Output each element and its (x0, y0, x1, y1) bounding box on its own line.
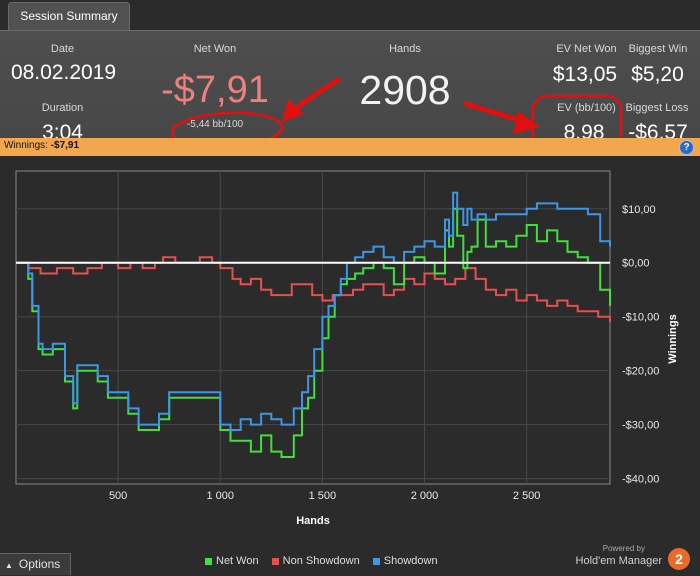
biggest-loss-label: Biggest Loss (625, 102, 689, 114)
x-tick-label: 2 000 (411, 490, 439, 502)
net-won-value: -$7,91 (161, 69, 269, 111)
legend-label-net-won: Net Won (216, 555, 259, 567)
legend-label-showdown: Showdown (383, 555, 438, 567)
y-tick-label: $10,00 (622, 204, 656, 216)
brand-name: Hold'em Manager (575, 555, 662, 567)
tab-bar: Session Summary (0, 0, 700, 31)
biggest-win-value: $5,20 (631, 63, 684, 86)
plot-area (15, 170, 611, 485)
winnings-chart: $10,00 $0,00 -$10,00 -$20,00 -$30,00 -$40,00 5… (15, 170, 679, 527)
options-label: Options (18, 557, 61, 571)
legend-item-net-won: Net Won (205, 555, 264, 567)
hands-value: 2908 (359, 67, 451, 113)
help-icon[interactable]: ? (679, 140, 694, 155)
winnings-bar: Winnings: -$7,91 ? (0, 138, 700, 156)
winnings-label: Winnings: (4, 140, 48, 151)
bb100-value: -5,44 bb/100 (186, 119, 244, 130)
hm2-logo-icon: 2 (668, 548, 690, 570)
series-line-showdown (16, 191, 611, 431)
legend-item-showdown: Showdown (372, 555, 443, 567)
chart-legend: Net Won Non Showdown Showdown (205, 555, 448, 569)
x-tick-label: 2 500 (513, 490, 541, 502)
x-axis-title: Hands (296, 515, 330, 527)
date-label: Date (50, 43, 75, 55)
y-tick-label: -$30,00 (622, 420, 659, 432)
winnings-value: -$7,91 (50, 140, 80, 151)
options-button[interactable]: ▲ Options (0, 553, 71, 575)
y-tick-label: $0,00 (622, 258, 650, 270)
tab-session-summary[interactable]: Session Summary (8, 2, 130, 31)
ev-net-won-label: EV Net Won (556, 43, 617, 55)
y-tick-label: -$10,00 (622, 312, 659, 324)
brand-block: Powered by Hold'em Manager 2 (540, 544, 690, 572)
non-showdown-swatch (271, 557, 279, 565)
x-tick-label: 500 (109, 490, 127, 502)
y-axis-title: Winnings (667, 314, 679, 363)
ev-bb100-label: EV (bb/100) (557, 102, 616, 114)
ev-net-won-value: $13,05 (552, 63, 618, 86)
net-won-label: Net Won (193, 43, 237, 55)
triangle-up-icon: ▲ (5, 561, 13, 570)
legend-item-non-showdown: Non Showdown (271, 555, 365, 567)
y-tick-label: -$20,00 (622, 366, 659, 378)
duration-label: Duration (41, 102, 84, 114)
session-summary-panel: Date 08.02.2019 Duration 3:04 Net Won -$… (0, 30, 700, 144)
biggest-win-label: Biggest Win (628, 43, 688, 55)
legend-label-non-showdown: Non Showdown (282, 555, 360, 567)
powered-by-text: Powered by (602, 544, 645, 553)
x-tick-label: 1 000 (206, 490, 234, 502)
x-tick-label: 1 500 (309, 490, 337, 502)
showdown-swatch (372, 557, 380, 565)
winnings-bar-text: Winnings: -$7,91 (4, 140, 79, 151)
y-tick-label: -$40,00 (622, 474, 659, 486)
net-won-swatch (205, 557, 212, 565)
hands-label: Hands (389, 43, 421, 55)
date-value: 08.02.2019 (10, 61, 117, 84)
